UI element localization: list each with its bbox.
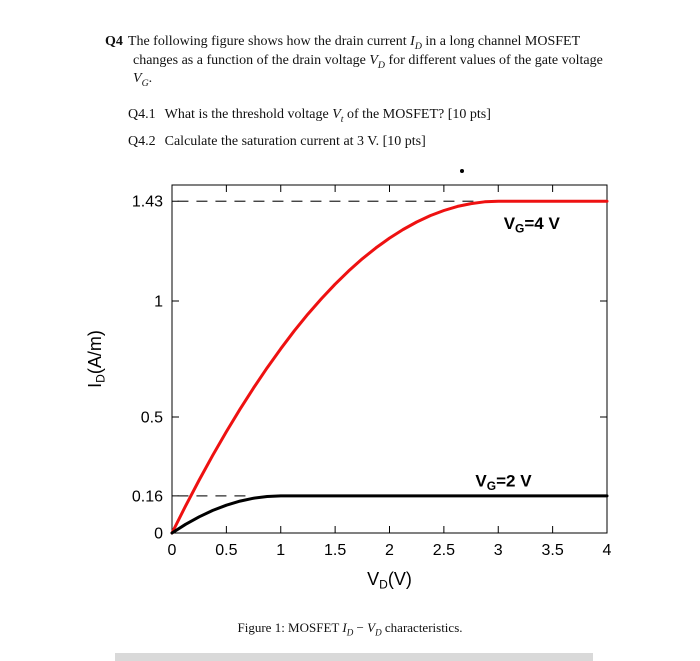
y-tick-label: 0.5 [141, 410, 163, 427]
q41-paragraph: Q4.1 What is the threshold voltage Vt of … [128, 106, 620, 125]
x-tick-label: 0.5 [215, 542, 237, 559]
q42-text: Calculate the saturation current at 3 V.… [164, 134, 426, 149]
q4-paragraph: Q4 The following figure shows how the dra… [105, 33, 620, 89]
id-vd-chart: 0 0.5 1 1.5 2 2.5 3 3.5 4 0 0.16 0.5 1 1.43 VG=4 V VG=2… [85, 184, 612, 592]
math-var: ID [342, 620, 354, 638]
x-tick-label: 1.5 [324, 542, 346, 559]
math-var: VD [369, 52, 385, 71]
curve-VG4 [170, 199, 609, 535]
curve-label: VG=2 V [475, 472, 532, 494]
x-tick-label: 4 [603, 542, 612, 559]
x-tick-label: 0 [168, 542, 177, 559]
y-tick-label: 1 [154, 294, 163, 311]
math-var: VG [133, 71, 149, 89]
figure-caption-text: Figure 1: MOSFET ID − VD characteristics… [237, 620, 463, 638]
q41-label: Q4.1 [128, 106, 156, 122]
x-axis-label: VD(V) [367, 569, 412, 592]
x-tick-label: 3.5 [542, 542, 564, 559]
bullet-dot [460, 169, 464, 173]
y-tick-label: 0.16 [132, 488, 163, 505]
q4-label: Q4 [105, 34, 123, 49]
q4-text: The following figure shows how the drain… [127, 34, 603, 89]
x-tick-label: 2.5 [433, 542, 455, 559]
figure-caption: Figure 1: MOSFET ID − VD characteristics… [0, 620, 700, 638]
q42-paragraph: Q4.2 Calculate the saturation current at … [128, 133, 620, 152]
math-var: VD [367, 620, 382, 638]
x-tick-label: 1 [276, 542, 285, 559]
q41-text: What is the threshold voltage Vt of the … [164, 106, 491, 125]
y-axis-label: ID(A/m) [85, 330, 108, 388]
curve-VG2 [170, 494, 609, 535]
q42-label: Q4.2 [128, 134, 156, 149]
x-tick-label: 2 [385, 542, 394, 559]
x-tick-label: 3 [494, 542, 503, 559]
math-var: ID [410, 34, 422, 52]
question-block: Q4 The following figure shows how the dra… [105, 33, 620, 161]
curve-label: VG=4 V [504, 214, 561, 236]
math-var: Vt [332, 106, 344, 125]
y-tick-label: 0 [154, 526, 163, 543]
bottom-gray-bar [115, 653, 593, 661]
y-tick-label: 1.43 [132, 194, 163, 211]
